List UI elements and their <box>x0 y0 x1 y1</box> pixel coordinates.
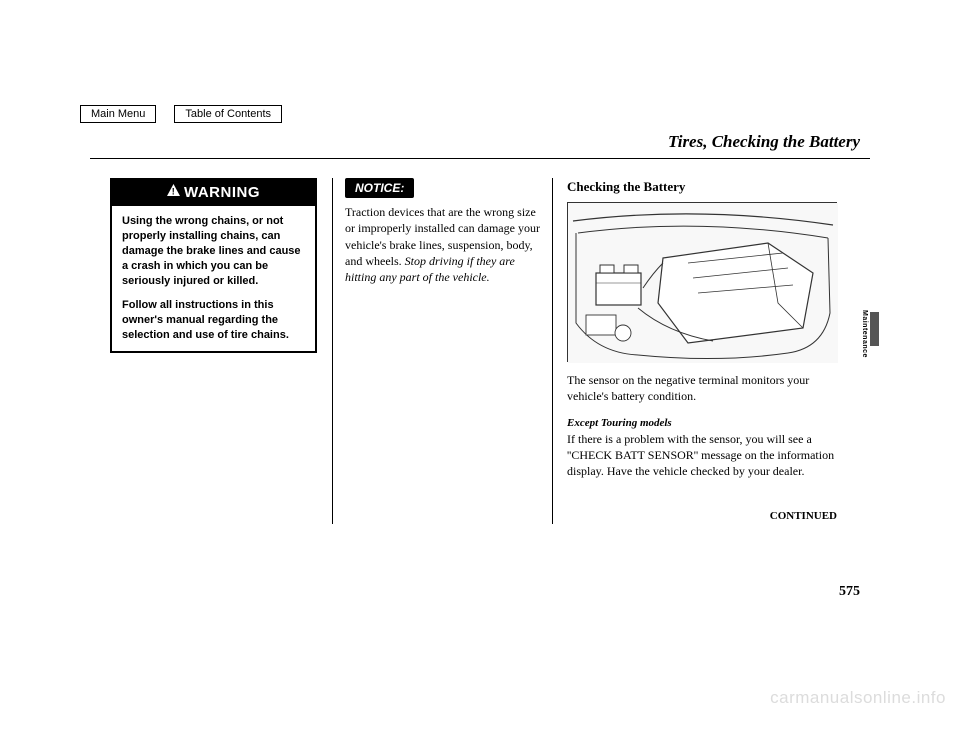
section-tab-label: Maintenance <box>861 310 868 358</box>
title-rule <box>90 158 870 159</box>
main-menu-button[interactable]: Main Menu <box>80 105 156 123</box>
column-battery: Checking the Battery <box>552 178 849 524</box>
warning-header: ! WARNING <box>112 180 315 206</box>
model-note: Except Touring models <box>567 416 837 431</box>
battery-heading: Checking the Battery <box>567 178 837 196</box>
warning-box: ! WARNING Using the wrong chains, or not… <box>110 178 317 353</box>
toc-button[interactable]: Table of Contents <box>174 105 282 123</box>
warning-paragraph-2: Follow all instructions in this owner's … <box>122 298 305 343</box>
engine-bay-illustration <box>567 202 837 362</box>
warning-body: Using the wrong chains, or not properly … <box>112 206 315 351</box>
continued-label: CONTINUED <box>567 509 837 524</box>
top-nav: Main Menu Table of Contents <box>80 105 282 123</box>
content-columns: ! WARNING Using the wrong chains, or not… <box>110 178 850 524</box>
page-title: Tires, Checking the Battery <box>668 132 860 152</box>
warning-triangle-icon: ! <box>167 183 180 201</box>
warning-paragraph-1: Using the wrong chains, or not properly … <box>122 214 305 288</box>
watermark: carmanualsonline.info <box>770 688 946 708</box>
battery-paragraph-1: The sensor on the negative terminal moni… <box>567 372 837 404</box>
page-number: 575 <box>839 584 860 600</box>
warning-label: WARNING <box>184 184 260 201</box>
section-tab <box>870 312 879 346</box>
column-warning: ! WARNING Using the wrong chains, or not… <box>110 178 332 524</box>
svg-text:!: ! <box>172 187 176 197</box>
notice-text: Traction devices that are the wrong size… <box>345 204 540 285</box>
battery-paragraph-2: If there is a problem with the sensor, y… <box>567 431 837 480</box>
column-notice: NOTICE: Traction devices that are the wr… <box>332 178 552 524</box>
notice-badge: NOTICE: <box>345 178 414 198</box>
